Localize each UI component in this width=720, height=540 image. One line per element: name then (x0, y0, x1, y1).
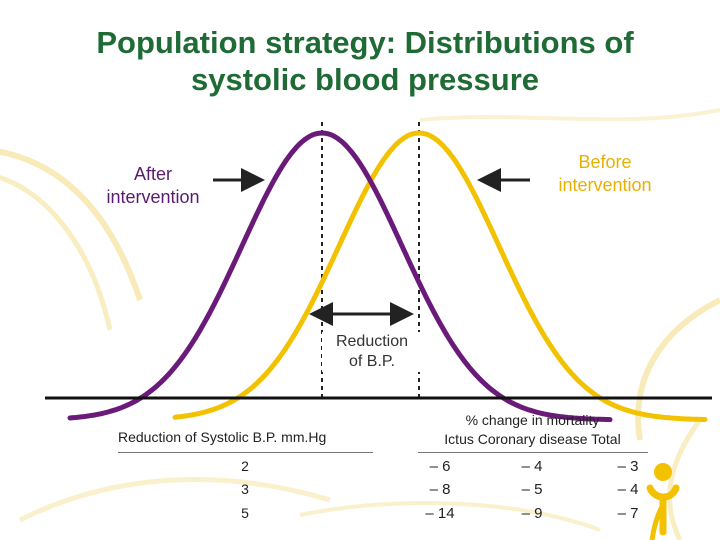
reduction-label: Reduction of B.P. (322, 332, 422, 372)
before-label-line-2: intervention (558, 175, 652, 195)
before-label-line-1: Before (578, 152, 632, 172)
after-label-line-1: After (133, 164, 172, 184)
reduction-label-line-2: of B.P. (349, 353, 395, 370)
table-cell-coronary: – 5 (521, 481, 543, 498)
after-intervention-curve (67, 130, 613, 423)
before-intervention-curve (172, 130, 708, 422)
table-cell-coronary: – 4 (521, 458, 543, 475)
table-cell-ictus: – 6 (429, 458, 451, 475)
person-figure-logo-icon (646, 463, 680, 540)
mortality-header-line-2: Ictus Coronary disease Total (444, 431, 621, 447)
table-cell-coronary: – 9 (521, 505, 543, 522)
table-cell-total: – 3 (617, 458, 639, 475)
table-header-reduction: Reduction of Systolic B.P. mm.Hg (118, 429, 327, 445)
table-cell-total: – 7 (617, 505, 639, 522)
after-intervention-label: After intervention (78, 163, 228, 209)
table-cell-reduction: 3 (241, 481, 249, 497)
before-intervention-label: Before intervention (520, 151, 690, 197)
reduction-label-line-1: Reduction (335, 333, 409, 350)
title-line-2: systolic blood pressure (191, 62, 539, 97)
after-label-line-2: intervention (106, 187, 200, 207)
title-line-1: Population strategy: Distributions of (96, 25, 634, 60)
table-cell-reduction: 2 (241, 458, 249, 474)
table-cell-reduction: 5 (241, 505, 249, 521)
table-header-rule-left (118, 452, 373, 453)
table-header-rule-right (418, 452, 648, 453)
page-title: Population strategy: Distributions of sy… (0, 24, 720, 98)
table-cell-ictus: – 14 (425, 505, 455, 522)
mortality-header-line-1: % change in mortality (465, 412, 600, 428)
table-cell-ictus: – 8 (429, 481, 451, 498)
table-cell-total: – 4 (617, 481, 639, 498)
table-header-mortality: % change in mortality Ictus Coronary dis… (415, 411, 650, 449)
